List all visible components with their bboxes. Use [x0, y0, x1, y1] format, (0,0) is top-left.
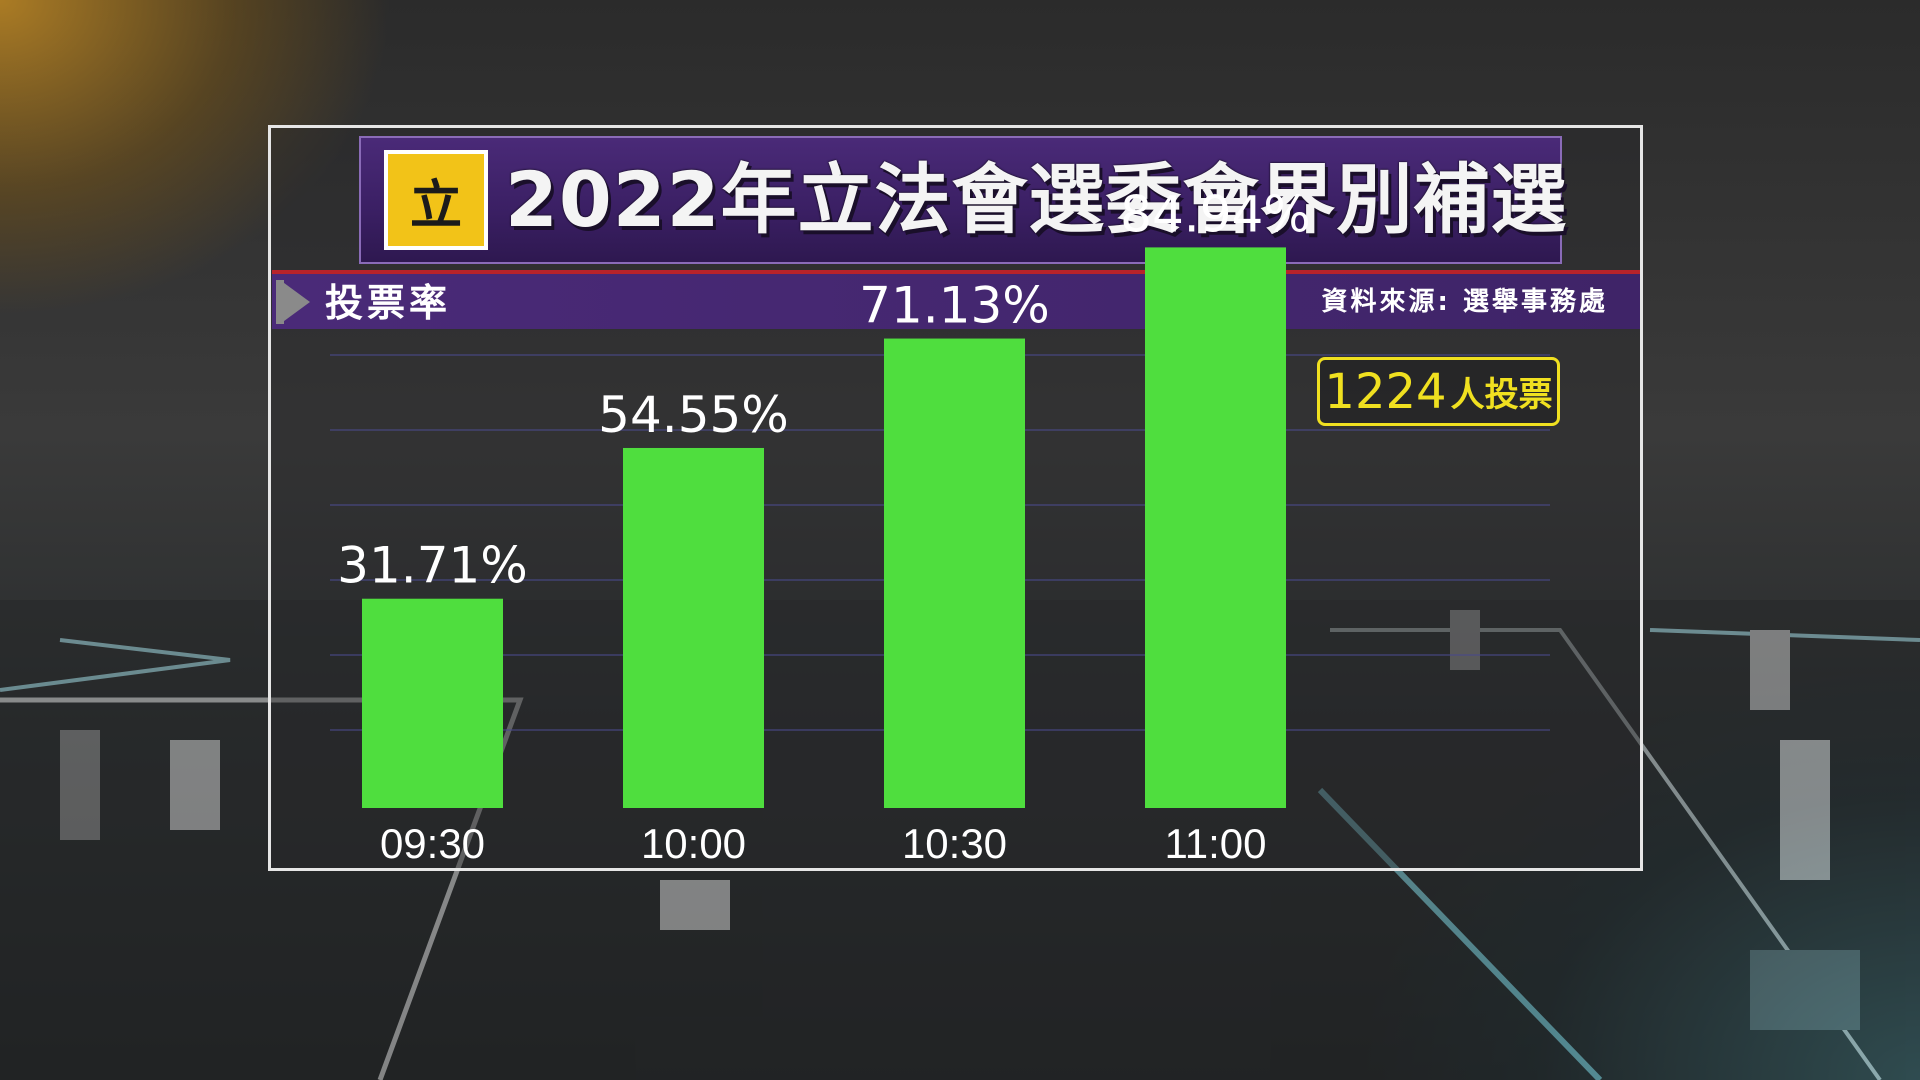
- divider-line: [272, 270, 1640, 274]
- data-source: 資料來源: 選舉事務處: [1321, 287, 1608, 317]
- bar-09:30: [362, 598, 503, 808]
- page-title: 2022年立法會選委會界別補選: [505, 155, 1568, 244]
- chart-bars: [362, 247, 1286, 808]
- category-label: 10:00: [641, 820, 746, 867]
- value-label: 71.13%: [859, 277, 1050, 335]
- voters-unit: 人投票: [1450, 375, 1553, 415]
- value-label: 54.55%: [598, 386, 789, 444]
- bar-10:30: [884, 338, 1025, 808]
- value-label: 84.94%: [1120, 185, 1311, 243]
- chart-value-labels: 31.71% 54.55% 71.13% 84.94%: [337, 185, 1311, 594]
- category-label: 09:30: [380, 820, 485, 867]
- category-label: 10:30: [902, 820, 1007, 867]
- legco-logo-icon: 立: [388, 154, 484, 246]
- value-label: 31.71%: [337, 537, 528, 595]
- chart-category-labels: 09:30 10:00 10:30 11:00: [380, 820, 1267, 867]
- voters-count: 1224: [1324, 363, 1447, 420]
- voters-count-badge: 1224 人投票: [1317, 357, 1560, 426]
- bar-11:00: [1145, 247, 1286, 808]
- legco-logo: 立: [384, 150, 488, 250]
- chart-subtitle: 投票率: [325, 281, 452, 325]
- subheader-bar: [272, 274, 1640, 329]
- category-label: 11:00: [1165, 820, 1267, 867]
- arrow-right-icon: [280, 280, 310, 324]
- bar-10:00: [623, 447, 764, 808]
- title-banner: [359, 136, 1562, 264]
